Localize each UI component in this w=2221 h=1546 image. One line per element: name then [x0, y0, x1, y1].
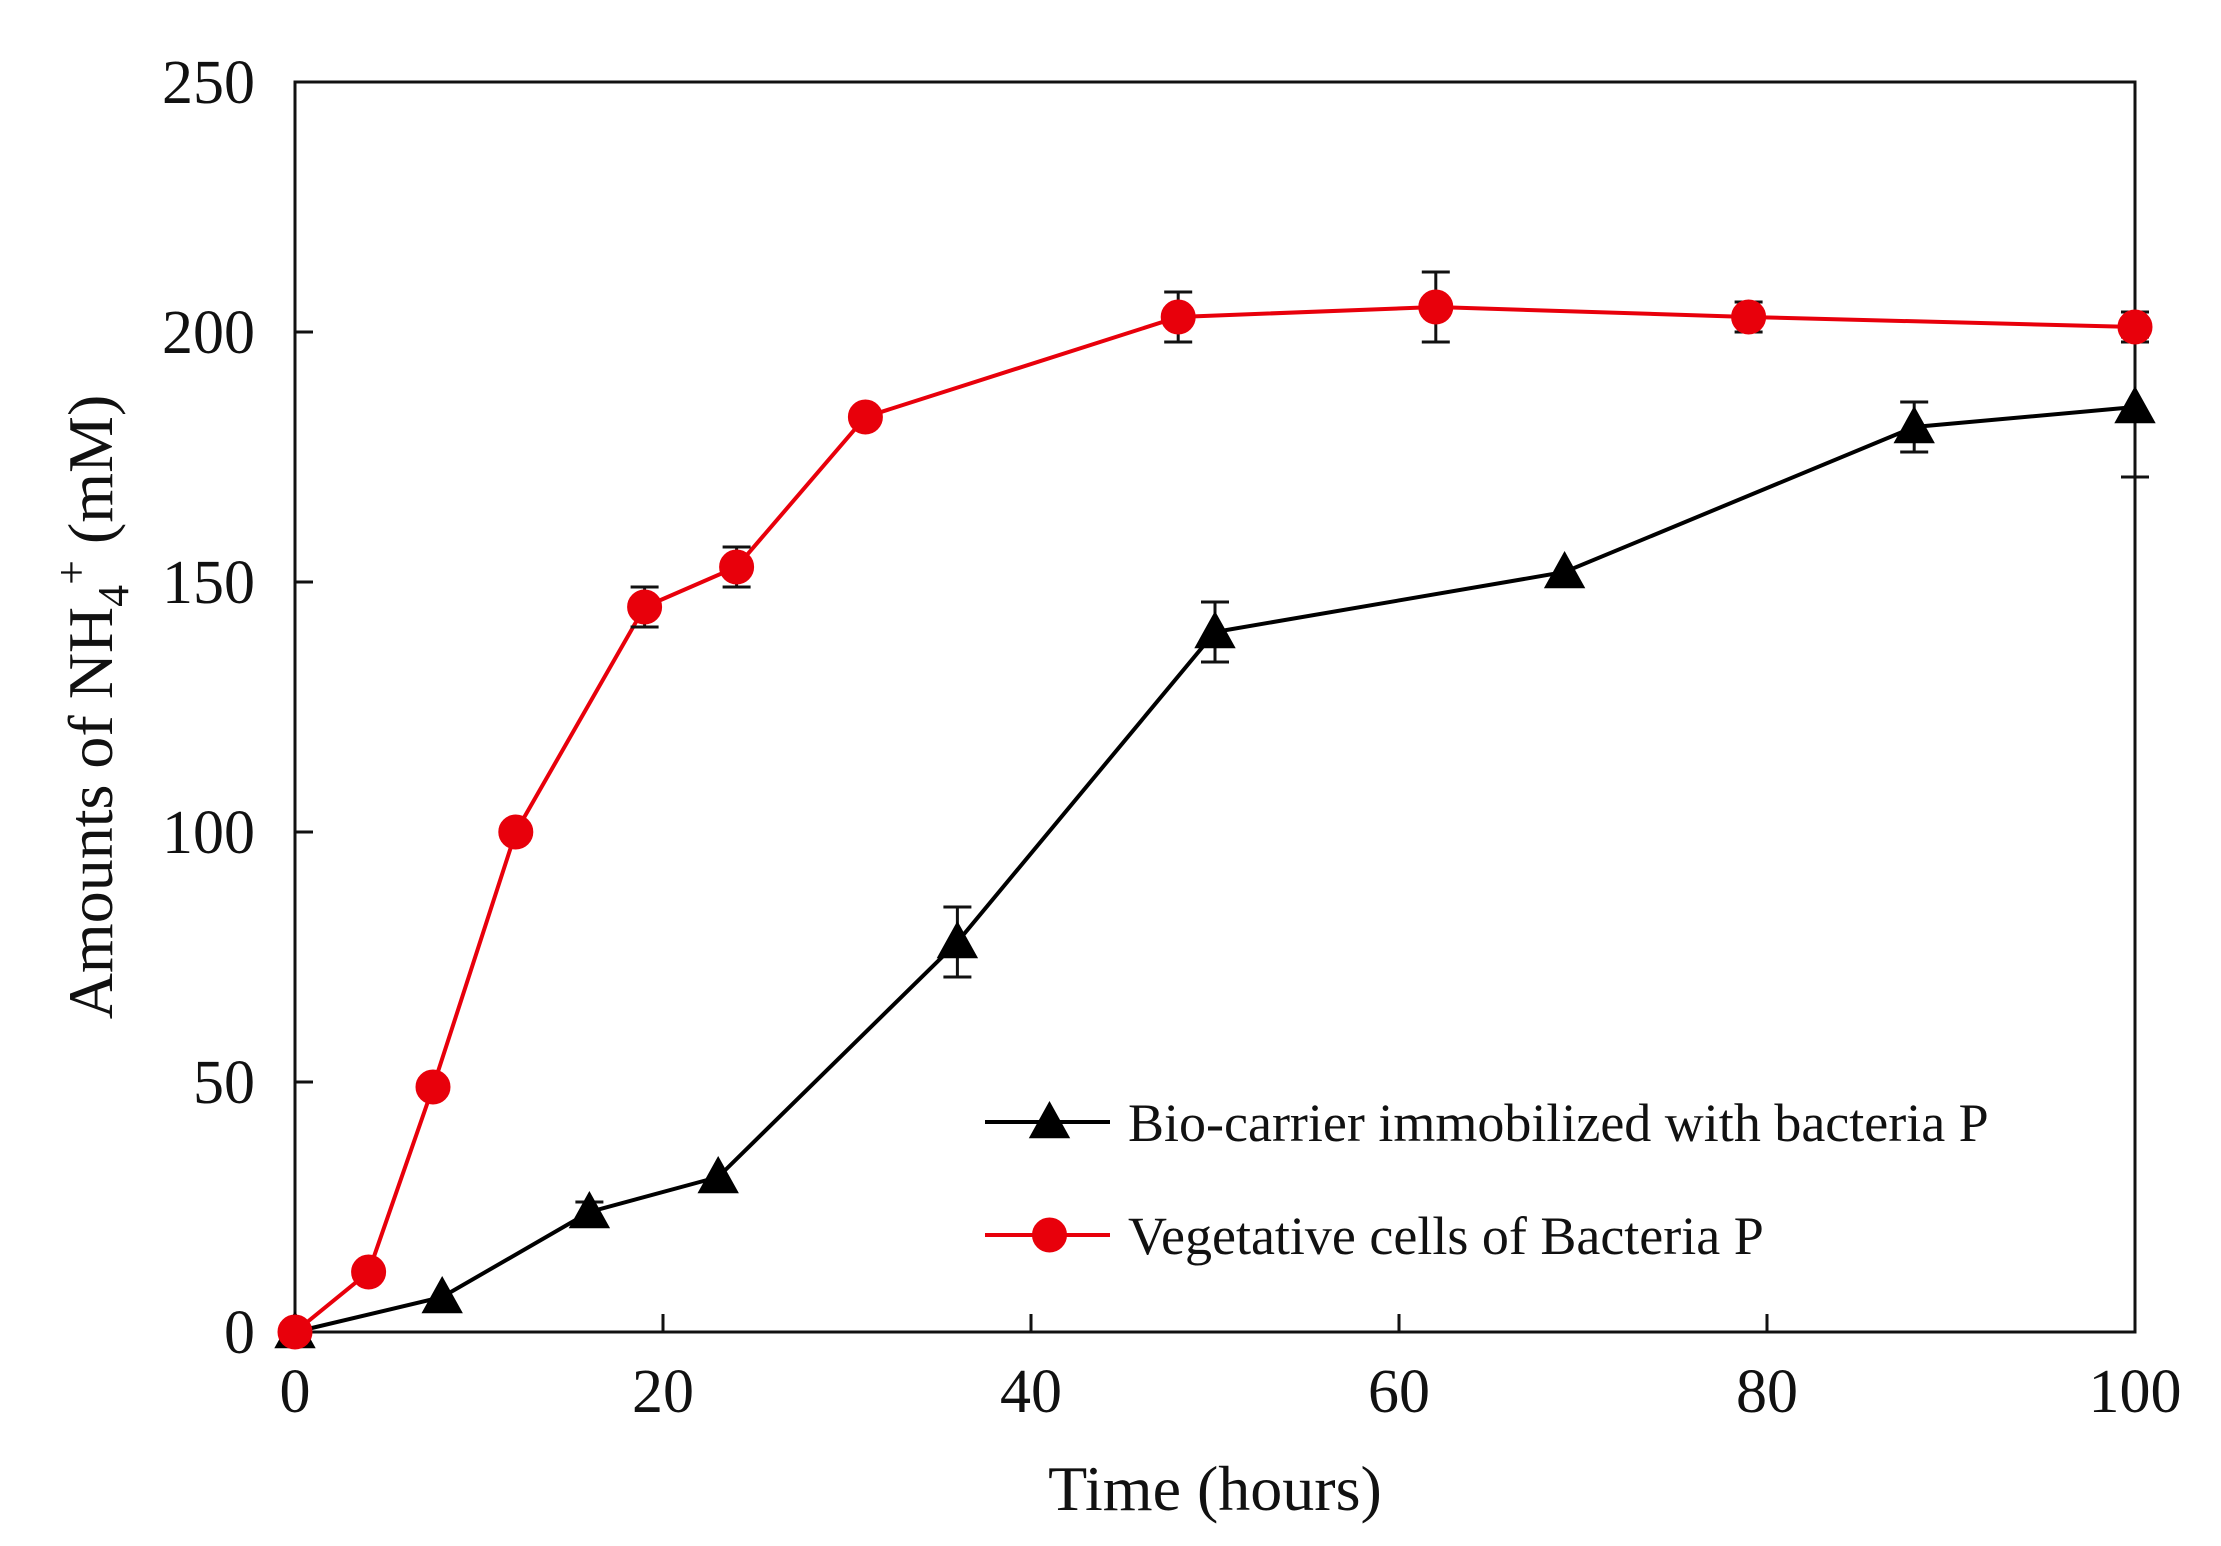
y-tick-label: 150	[162, 549, 255, 617]
y-tick-label: 0	[224, 1299, 255, 1367]
data-point	[847, 399, 883, 435]
data-point	[568, 1190, 611, 1229]
x-tick-label: 40	[1000, 1358, 1062, 1426]
series-line	[294, 405, 2136, 1334]
x-tick-label: 80	[1736, 1358, 1798, 1426]
y-tick-label: 50	[193, 1049, 255, 1117]
x-tick-label: 20	[632, 1358, 694, 1426]
data-point	[1731, 299, 1767, 335]
series-line	[293, 304, 2136, 1334]
legend-entry-2: Vegetative cells of Bacteria P	[985, 1206, 1764, 1266]
x-tick-label: 100	[2089, 1358, 2182, 1426]
series-2	[277, 270, 2153, 1350]
y-axis-label-suffix: (mM)	[55, 395, 126, 560]
data-point	[1160, 299, 1196, 335]
y-axis-label-subscript: 4	[89, 585, 138, 607]
legend-marker	[1032, 1217, 1067, 1253]
data-point	[1543, 550, 1586, 589]
legend-entry-1: Bio-carrier immobilized with bacteria P	[985, 1093, 1989, 1153]
x-tick-label: 60	[1368, 1358, 1430, 1426]
data-point	[719, 549, 755, 585]
y-tick-label: 100	[162, 799, 255, 867]
ticks-layer: 0 20 40 60 80 100 0 50 100 150 200 250	[162, 49, 2182, 1426]
data-point	[277, 1314, 313, 1350]
legend-marker	[1028, 1100, 1071, 1139]
data-point	[415, 1069, 451, 1105]
series-layer	[274, 270, 2156, 1350]
legend-label: Vegetative cells of Bacteria P	[1128, 1206, 1764, 1266]
y-axis-label-superscript: +	[47, 560, 96, 585]
data-point	[936, 920, 979, 959]
y-tick-label: 250	[162, 49, 255, 117]
legend: Bio-carrier immobilized with bacteria P V…	[985, 1093, 1989, 1266]
y-tick-label: 200	[162, 299, 255, 367]
data-point	[351, 1254, 387, 1290]
x-tick-label: 0	[280, 1358, 311, 1426]
x-axis-label: Time (hours)	[1048, 1453, 1382, 1524]
data-point	[1893, 405, 1935, 444]
data-point	[498, 814, 534, 850]
data-point	[697, 1155, 739, 1194]
data-point	[1418, 289, 1454, 325]
data-point	[1194, 610, 1236, 649]
y-axis-label: Amounts of NH4+ (mM)	[47, 395, 138, 1020]
data-point	[627, 589, 663, 625]
data-point	[2114, 385, 2156, 424]
data-point	[421, 1275, 463, 1314]
series-1	[274, 335, 2156, 1349]
legend-label: Bio-carrier immobilized with bacteria P	[1128, 1093, 1989, 1153]
data-point	[2117, 309, 2153, 345]
plot-frame	[293, 80, 2137, 1334]
y-axis-label-prefix: Amounts of NH	[55, 607, 126, 1019]
